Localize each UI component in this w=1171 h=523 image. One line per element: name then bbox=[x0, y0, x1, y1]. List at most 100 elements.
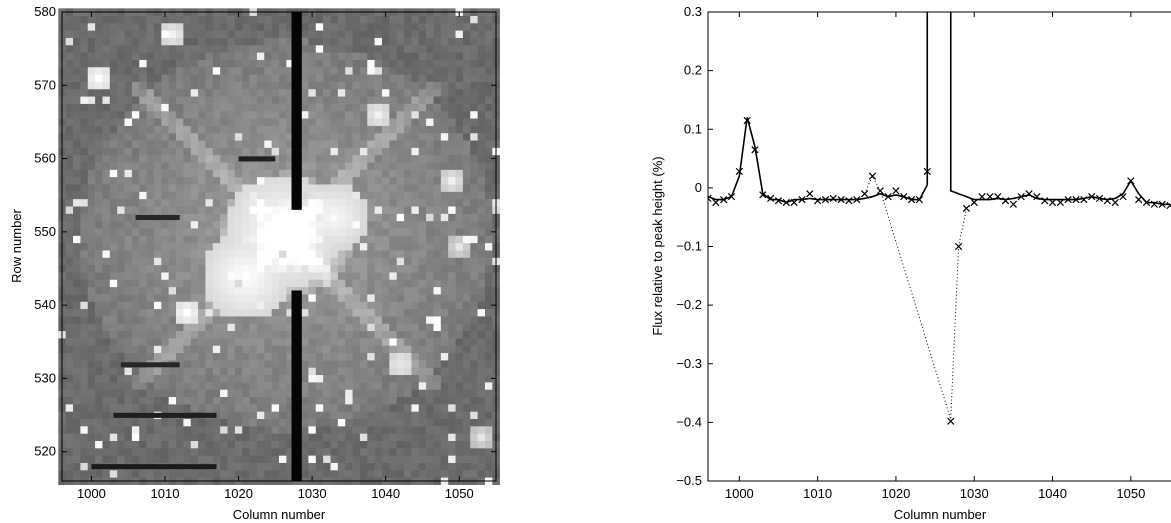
heatmap-cell bbox=[234, 176, 243, 185]
heatmap-cell bbox=[381, 191, 390, 200]
heatmap-cell bbox=[249, 132, 258, 141]
heatmap-cell bbox=[301, 52, 309, 60]
heatmap-cell bbox=[220, 220, 228, 229]
heatmap-cell bbox=[176, 132, 184, 141]
heatmap-cell bbox=[337, 44, 346, 53]
heatmap-cell bbox=[301, 118, 309, 126]
heatmap-cell bbox=[212, 81, 221, 90]
heatmap-cell bbox=[65, 323, 74, 332]
heatmap-cell bbox=[176, 154, 184, 163]
heatmap-cell bbox=[323, 147, 331, 156]
heatmap-cell bbox=[161, 272, 169, 280]
heatmap-cell bbox=[95, 30, 103, 38]
heatmap-cell bbox=[271, 440, 280, 449]
heatmap-cell bbox=[117, 404, 125, 412]
data-point-x-marker bbox=[735, 167, 743, 176]
heatmap-cell bbox=[345, 396, 353, 405]
heatmap-cell bbox=[433, 198, 442, 207]
heatmap-cell bbox=[455, 301, 464, 310]
heatmap-cell bbox=[264, 206, 272, 214]
heatmap-cell bbox=[109, 316, 118, 324]
heatmap-cell bbox=[279, 110, 287, 119]
heatmap-cell bbox=[279, 15, 287, 24]
heatmap-cell bbox=[212, 345, 221, 354]
heatmap-cell bbox=[315, 162, 324, 170]
heatmap-cell bbox=[462, 206, 471, 214]
heatmap-cell bbox=[470, 74, 478, 82]
heatmap-cell bbox=[374, 125, 383, 134]
heatmap-cell bbox=[102, 330, 111, 339]
heatmap-cell bbox=[271, 360, 280, 368]
heatmap-cell bbox=[345, 198, 353, 207]
heatmap-cell bbox=[426, 198, 434, 207]
heatmap-cell bbox=[374, 301, 383, 310]
heatmap-cell bbox=[146, 338, 155, 346]
heatmap-cell bbox=[271, 279, 280, 288]
heatmap-cell bbox=[146, 59, 155, 68]
heatmap-cell bbox=[256, 140, 265, 148]
heatmap-cell bbox=[433, 448, 442, 456]
heatmap-cell bbox=[337, 264, 346, 273]
heatmap-cell bbox=[279, 250, 287, 258]
heatmap-cell bbox=[95, 404, 103, 412]
heatmap-cell bbox=[484, 455, 493, 463]
heatmap-cell bbox=[396, 169, 405, 178]
heatmap-cell bbox=[448, 74, 456, 82]
heatmap-cell bbox=[374, 426, 383, 434]
heatmap-cell bbox=[411, 389, 420, 398]
heatmap-cell bbox=[426, 272, 434, 280]
heatmap-cell bbox=[433, 389, 442, 398]
heatmap-cell bbox=[345, 257, 353, 266]
heatmap-cell bbox=[234, 272, 243, 280]
heatmap-cell bbox=[65, 440, 74, 449]
heatmap-cell bbox=[286, 176, 294, 185]
heatmap-cell bbox=[396, 367, 405, 376]
heatmap-cell bbox=[279, 154, 287, 163]
heatmap-cell bbox=[161, 30, 169, 38]
heatmap-cell bbox=[220, 213, 228, 222]
heatmap-cell bbox=[168, 228, 177, 236]
heatmap-cell bbox=[212, 404, 221, 412]
heatmap-cell bbox=[131, 323, 140, 332]
data-point-x-marker bbox=[1048, 198, 1057, 207]
heatmap-cell bbox=[396, 242, 405, 251]
heatmap-cell bbox=[146, 96, 155, 104]
data-point-x-marker bbox=[798, 195, 806, 204]
heatmap-cell bbox=[220, 162, 228, 170]
heatmap-cell bbox=[484, 279, 493, 288]
heatmap-cell bbox=[102, 176, 111, 185]
heatmap-cell bbox=[271, 206, 280, 214]
heatmap-cell bbox=[345, 404, 353, 412]
heatmap-cell bbox=[176, 257, 184, 266]
heatmap-cell bbox=[109, 132, 118, 141]
heatmap-cell bbox=[95, 308, 103, 317]
heatmap-cell bbox=[168, 330, 177, 339]
heatmap-cell bbox=[448, 374, 456, 383]
heatmap-cell bbox=[124, 272, 133, 280]
heatmap-cell bbox=[161, 279, 169, 288]
heatmap-cell bbox=[352, 250, 361, 258]
heatmap-cell bbox=[359, 330, 368, 339]
heatmap-cell bbox=[433, 374, 442, 383]
heatmap-cell bbox=[183, 316, 191, 324]
heatmap-cell bbox=[477, 15, 486, 24]
heatmap-cell bbox=[308, 330, 317, 339]
heatmap-cell bbox=[389, 470, 397, 478]
heatmap-cell bbox=[131, 228, 140, 236]
heatmap-cell bbox=[153, 176, 162, 185]
heatmap-cell bbox=[308, 308, 317, 317]
heatmap-cell bbox=[448, 418, 456, 427]
heatmap-cell bbox=[337, 228, 346, 236]
heatmap-cell bbox=[477, 118, 486, 126]
heatmap-cell bbox=[220, 440, 228, 449]
heatmap-cell bbox=[315, 52, 324, 60]
heatmap-cell bbox=[124, 81, 133, 90]
heatmap-cell bbox=[161, 382, 169, 390]
heatmap-cell bbox=[301, 308, 309, 317]
heatmap-cell bbox=[381, 228, 390, 236]
heatmap-cell bbox=[367, 470, 375, 478]
heatmap-cell bbox=[124, 455, 133, 463]
heatmap-cell bbox=[227, 455, 236, 463]
heatmap-cell bbox=[190, 198, 199, 207]
data-point-x-marker bbox=[923, 167, 931, 176]
